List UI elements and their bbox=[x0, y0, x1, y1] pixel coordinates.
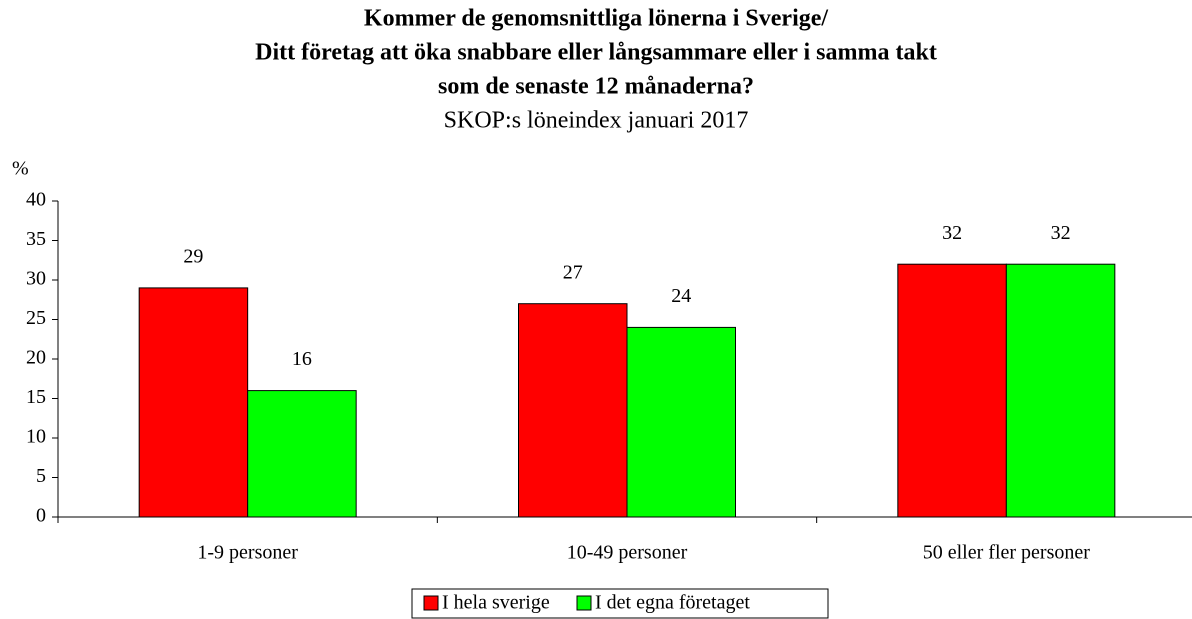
bar bbox=[1005, 263, 1116, 518]
data-label: 29 bbox=[183, 245, 203, 267]
y-tick-label: 15 bbox=[26, 386, 46, 408]
x-tick-label: 10-49 personer bbox=[567, 542, 688, 564]
bar bbox=[626, 326, 736, 518]
y-tick-label: 35 bbox=[26, 228, 46, 250]
y-tick-label: 5 bbox=[36, 465, 46, 487]
data-label: 32 bbox=[942, 222, 962, 244]
y-tick-label: 40 bbox=[26, 189, 46, 211]
bar bbox=[247, 390, 357, 518]
bar bbox=[518, 303, 628, 518]
bar bbox=[897, 263, 1007, 518]
data-label: 27 bbox=[563, 261, 583, 283]
y-tick-label: 0 bbox=[36, 505, 46, 527]
legend-label: I det egna företaget bbox=[595, 592, 750, 614]
chart-title: Ditt företag att öka snabbare eller lång… bbox=[255, 40, 937, 66]
chart-subtitle: SKOP:s löneindex januari 2017 bbox=[444, 108, 749, 134]
legend-swatch bbox=[576, 595, 592, 611]
y-tick-label: 25 bbox=[26, 307, 46, 329]
data-label: 32 bbox=[1051, 222, 1071, 244]
x-tick-label: 50 eller fler personer bbox=[923, 542, 1090, 564]
legend-label: I hela sverige bbox=[442, 592, 550, 614]
data-label: 24 bbox=[671, 285, 691, 307]
legend-swatch bbox=[423, 595, 439, 611]
y-tick-label: 10 bbox=[26, 426, 46, 448]
y-tick-label: 30 bbox=[26, 268, 46, 290]
legend-box bbox=[411, 588, 829, 619]
y-tick-label: 20 bbox=[26, 347, 46, 369]
y-axis-label: % bbox=[12, 158, 29, 180]
chart-title: Kommer de genomsnittliga lönerna i Sveri… bbox=[364, 6, 829, 32]
chart-title: som de senaste 12 månaderna? bbox=[438, 74, 754, 100]
bar bbox=[138, 287, 249, 518]
x-tick-label: 1-9 personer bbox=[197, 542, 298, 564]
data-label: 16 bbox=[292, 348, 312, 370]
